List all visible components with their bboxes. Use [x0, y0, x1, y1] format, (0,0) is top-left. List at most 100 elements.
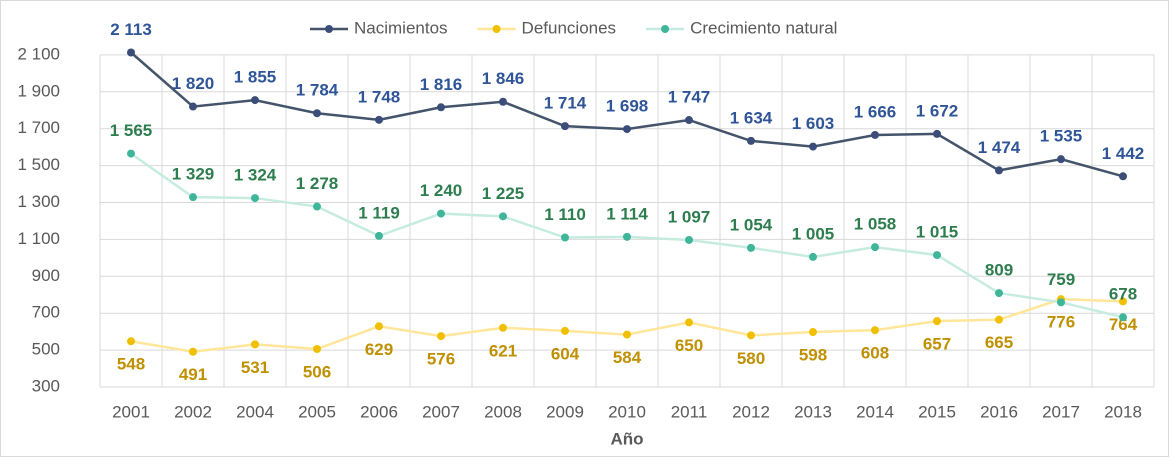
data-label: 531: [241, 358, 269, 377]
data-point: [747, 243, 755, 252]
data-point: [375, 115, 383, 124]
data-point: [437, 332, 445, 341]
y-tick-label: 1 900: [17, 81, 60, 100]
data-label: 1 535: [1040, 127, 1083, 146]
data-label: 1 015: [916, 223, 959, 242]
data-label: 665: [985, 333, 1013, 352]
x-tick-label: 2002: [174, 402, 212, 421]
data-point: [685, 318, 693, 327]
data-label: 1 474: [978, 138, 1021, 157]
data-label: 576: [427, 350, 455, 369]
data-point: [499, 97, 507, 106]
data-point: [499, 212, 507, 221]
y-tick-label: 1 100: [17, 229, 60, 248]
data-label: 1 058: [854, 215, 897, 234]
data-label: 1 114: [606, 204, 648, 223]
data-label: 1 097: [668, 207, 711, 226]
data-point: [313, 344, 321, 353]
data-label: 491: [179, 365, 207, 384]
data-label: 1 666: [854, 102, 897, 121]
legend-label: Defunciones: [522, 18, 617, 37]
data-label: 548: [117, 355, 145, 374]
data-label: 1 603: [792, 114, 835, 133]
data-point: [747, 331, 755, 340]
data-point: [561, 326, 569, 335]
data-label: 621: [489, 341, 517, 360]
x-tick-label: 2001: [112, 402, 150, 421]
x-tick-label: 2007: [422, 402, 460, 421]
data-label: 1 054: [730, 215, 773, 234]
data-label: 1 816: [420, 75, 463, 94]
data-label: 1 324: [234, 166, 277, 185]
data-label: 764: [1109, 315, 1138, 334]
data-label: 506: [303, 362, 331, 381]
y-tick-label: 2 100: [17, 44, 60, 63]
data-point: [127, 149, 135, 158]
data-label: 608: [861, 344, 889, 363]
data-label: 604: [551, 344, 580, 363]
data-point: [685, 235, 693, 244]
data-point: [871, 326, 879, 335]
data-label: 809: [985, 261, 1013, 280]
data-point: [437, 103, 445, 112]
y-tick-label: 900: [32, 266, 60, 285]
data-point: [995, 315, 1003, 324]
x-tick-label: 2016: [980, 402, 1018, 421]
data-label: 1 698: [606, 97, 649, 116]
x-tick-label: 2017: [1042, 402, 1080, 421]
data-label: 1 565: [110, 121, 153, 140]
x-tick-label: 2013: [794, 402, 832, 421]
data-point: [437, 209, 445, 218]
y-tick-label: 300: [32, 376, 60, 395]
data-point: [251, 194, 259, 203]
legend-marker: [492, 25, 501, 33]
data-point: [127, 337, 135, 346]
data-point: [1119, 172, 1127, 181]
data-point: [623, 330, 631, 339]
data-label: 2 113: [110, 20, 152, 39]
data-point: [685, 116, 693, 125]
data-label: 1 119: [358, 203, 400, 222]
data-point: [1119, 297, 1127, 306]
data-label: 1 784: [296, 81, 339, 100]
data-label: 1 225: [482, 184, 525, 203]
x-tick-label: 2012: [732, 402, 770, 421]
data-point: [933, 317, 941, 326]
data-label: 1 110: [544, 205, 586, 224]
data-point: [561, 122, 569, 131]
legend-label: Crecimiento natural: [690, 18, 837, 37]
data-point: [623, 125, 631, 134]
data-label: 1 278: [296, 174, 339, 193]
data-point: [871, 243, 879, 252]
data-label: 678: [1109, 285, 1137, 304]
x-axis-label: Año: [610, 429, 643, 448]
data-point: [127, 48, 135, 57]
data-label: 1 005: [792, 224, 835, 243]
legend-marker: [661, 25, 670, 33]
data-point: [871, 130, 879, 139]
data-label: 1 672: [916, 101, 959, 120]
data-point: [809, 252, 817, 261]
data-label: 598: [799, 346, 827, 365]
data-point: [1057, 298, 1065, 307]
x-tick-label: 2010: [608, 402, 646, 421]
data-point: [809, 328, 817, 337]
y-tick-label: 500: [32, 340, 60, 359]
data-label: 1 240: [420, 181, 463, 200]
data-point: [1057, 155, 1065, 164]
data-point: [1119, 313, 1127, 322]
data-label: 1 748: [358, 87, 401, 106]
data-point: [251, 96, 259, 105]
data-label: 1 820: [172, 74, 215, 93]
x-tick-label: 2005: [298, 402, 336, 421]
data-label: 584: [613, 348, 642, 367]
legend-label: Nacimientos: [354, 18, 448, 37]
data-label: 1 714: [544, 94, 587, 113]
data-point: [189, 102, 197, 111]
data-label: 1 846: [482, 69, 525, 88]
x-tick-label: 2018: [1104, 402, 1142, 421]
data-point: [313, 109, 321, 118]
data-label: 629: [365, 340, 393, 359]
